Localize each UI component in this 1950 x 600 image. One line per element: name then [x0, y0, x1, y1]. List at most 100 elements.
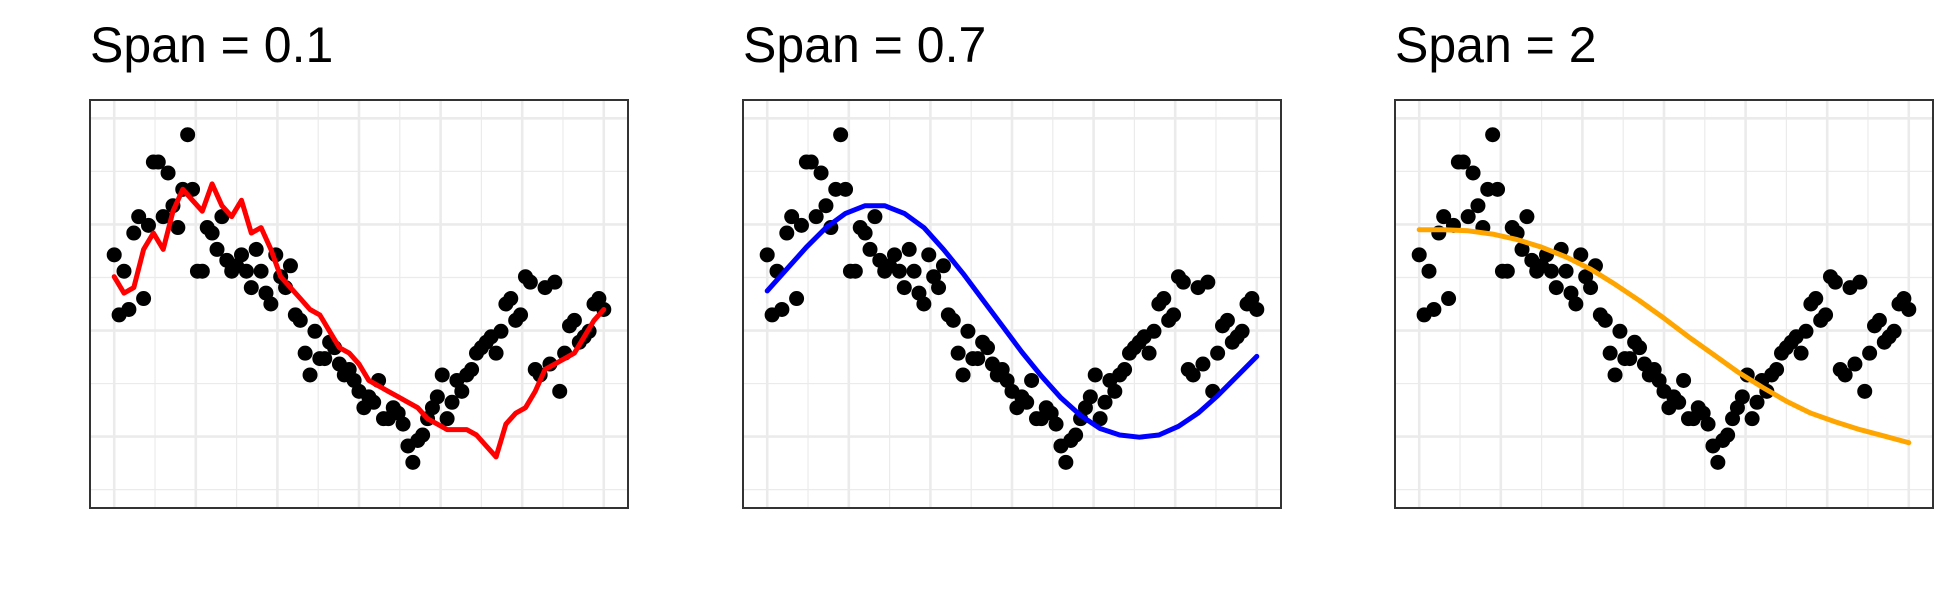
- data-point: [789, 291, 805, 307]
- data-point: [1793, 345, 1809, 361]
- panel-2: Span = 0.7: [742, 17, 1282, 509]
- data-point: [1455, 154, 1471, 170]
- data-point: [204, 225, 220, 241]
- data-point: [1558, 263, 1574, 279]
- data-point: [1499, 263, 1515, 279]
- data-point: [263, 296, 279, 312]
- data-point: [1185, 367, 1201, 383]
- data-point: [838, 181, 854, 197]
- data-point: [209, 241, 225, 257]
- data-point: [1852, 274, 1868, 290]
- data-point: [945, 312, 961, 328]
- data-point: [439, 411, 455, 427]
- data-point: [1166, 307, 1182, 323]
- smooth-line: [1416, 227, 1912, 446]
- data-point: [1426, 301, 1442, 317]
- data-point: [1485, 127, 1501, 143]
- data-point: [1632, 340, 1648, 356]
- data-point: [454, 383, 470, 399]
- data-point: [774, 301, 790, 317]
- data-point: [970, 351, 986, 367]
- data-point: [1200, 274, 1216, 290]
- smooth-line: [111, 181, 607, 460]
- data-point: [405, 454, 421, 470]
- data-point: [106, 247, 122, 263]
- data-point: [1019, 394, 1035, 410]
- scatter-points: [759, 127, 1265, 470]
- data-point: [547, 274, 563, 290]
- data-point: [808, 209, 824, 225]
- data-point: [1734, 389, 1750, 405]
- data-point: [131, 209, 147, 225]
- data-point: [194, 263, 210, 279]
- data-point: [980, 340, 996, 356]
- data-point: [1607, 367, 1623, 383]
- data-point: [1068, 427, 1084, 443]
- data-point: [847, 263, 863, 279]
- data-point: [1671, 394, 1687, 410]
- data-point: [1490, 181, 1506, 197]
- data-point: [1583, 280, 1599, 296]
- data-point: [503, 291, 519, 307]
- data-point: [253, 263, 269, 279]
- data-point: [513, 307, 529, 323]
- data-point: [891, 263, 907, 279]
- data-point: [1141, 345, 1157, 361]
- data-point: [292, 312, 308, 328]
- data-point: [1901, 301, 1917, 317]
- data-point: [1107, 383, 1123, 399]
- data-point: [1441, 291, 1457, 307]
- panel-border: [742, 99, 1282, 509]
- data-point: [779, 225, 795, 241]
- data-point: [170, 220, 186, 236]
- data-point: [1597, 312, 1613, 328]
- data-point: [395, 416, 411, 432]
- panel-3: Span = 2: [1394, 17, 1934, 509]
- data-point: [444, 394, 460, 410]
- data-point: [1421, 263, 1437, 279]
- data-point: [243, 280, 259, 296]
- data-point: [921, 247, 937, 263]
- data-point: [1519, 209, 1535, 225]
- data-point: [793, 217, 809, 233]
- data-point: [906, 263, 922, 279]
- data-point: [1460, 209, 1476, 225]
- data-point: [1156, 291, 1172, 307]
- data-point: [1710, 454, 1726, 470]
- data-point: [180, 127, 196, 143]
- data-point: [1146, 323, 1162, 339]
- data-point: [238, 263, 254, 279]
- data-point: [1827, 274, 1843, 290]
- data-point: [1847, 356, 1863, 372]
- data-point: [950, 345, 966, 361]
- data-point: [784, 209, 800, 225]
- panel-border: [1394, 99, 1934, 509]
- data-point: [1749, 394, 1765, 410]
- scatter-points: [1411, 127, 1917, 470]
- panel-border: [89, 99, 629, 509]
- panel-title: Span = 2: [1395, 17, 1597, 73]
- data-point: [935, 258, 951, 274]
- data-point: [1612, 323, 1628, 339]
- data-point: [429, 389, 445, 405]
- data-point: [366, 394, 382, 410]
- data-point: [1087, 367, 1103, 383]
- data-point: [1886, 323, 1902, 339]
- data-point: [160, 165, 176, 181]
- data-point: [1514, 241, 1530, 257]
- data-point: [1769, 362, 1785, 378]
- data-point: [1470, 198, 1486, 214]
- data-point: [887, 247, 903, 263]
- data-point: [1568, 296, 1584, 312]
- data-point: [1862, 345, 1878, 361]
- data-point: [415, 427, 431, 443]
- data-point: [1700, 416, 1716, 432]
- data-point: [488, 345, 504, 361]
- data-point: [140, 217, 156, 233]
- data-point: [297, 345, 313, 361]
- data-point: [136, 291, 152, 307]
- data-point: [248, 241, 264, 257]
- data-point: [833, 127, 849, 143]
- data-point: [759, 247, 775, 263]
